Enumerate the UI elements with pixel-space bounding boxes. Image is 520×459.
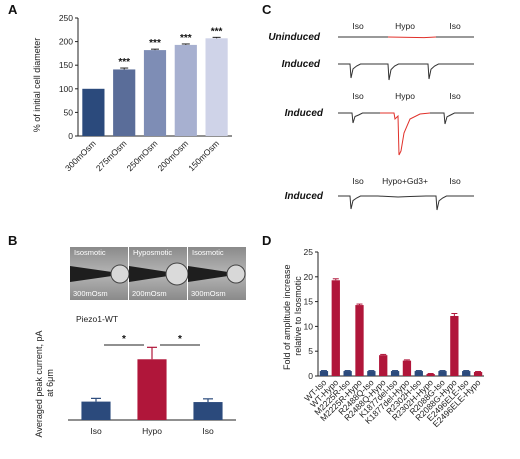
chart-d-ylabel-line1: Fold of amplitude increase: [282, 264, 292, 370]
chart-a-bar-0: [82, 88, 105, 136]
chart-d-ytick-label-1: 5: [308, 346, 313, 356]
micrograph-2-osm: 200mOsm: [132, 289, 167, 298]
micrograph-3-osm: 300mOsm: [191, 289, 226, 298]
chart-a-ytick-label-5: 250: [59, 13, 73, 23]
trace-iso-3: [338, 195, 378, 210]
chart-a-significance-4: ***: [211, 26, 223, 37]
chart-b-bar-2: [193, 402, 223, 420]
trace-annotation-0-2: Iso: [449, 21, 461, 31]
chart-b-ylabel-line1: Averaged peak current, pA: [34, 331, 44, 438]
chart-d-ytick-label-0: 0: [308, 371, 313, 381]
trace-annotation-3-1: Hypo+Gd3+: [382, 176, 428, 186]
chart-d-ylabel: Fold of amplitude increase relative to I…: [282, 262, 303, 370]
chart-b-xtick-label-1: Hypo: [142, 426, 162, 436]
chart-d-bar-6: [390, 371, 400, 376]
chart-d-bar-11: [450, 315, 459, 376]
panel-letter-b: B: [8, 233, 17, 248]
chart-d-bar-5: [379, 355, 388, 376]
chart-b-title: Piezo1-WT: [76, 314, 118, 324]
chart-a-significance-2: ***: [149, 38, 161, 49]
micrograph-2-title: Hyposmotic: [133, 248, 172, 257]
chart-b: Iso Hypo Iso * *: [68, 334, 236, 436]
chart-a-bar-1: [113, 69, 136, 136]
chart-b-xtick-label-0: Iso: [90, 426, 102, 436]
chart-b-ylabel-line2: at 6μm: [45, 369, 55, 397]
chart-d-bar-0: [319, 371, 329, 376]
micrograph-3: [188, 247, 246, 300]
chart-d-bar-4: [367, 371, 376, 376]
chart-a-ytick-label-3: 150: [59, 60, 73, 70]
micrograph-3-title: Isosmotic: [192, 248, 224, 257]
chart-b-sig-label-1: *: [178, 334, 182, 345]
chart-a-xtick-label-3: 200mOsm: [155, 138, 190, 173]
trace-hypo-3: [377, 195, 427, 198]
trace-annotation-0-0: Iso: [352, 21, 364, 31]
micrograph-1-osm: 300mOsm: [73, 289, 108, 298]
trace-annotation-3-0: Iso: [352, 176, 364, 186]
panel-letter-a: A: [8, 2, 18, 17]
traces-c: Uninduced Iso Hypo Iso Induced Induced Iso Hypo…: [268, 21, 474, 211]
chart-d-bar-7: [402, 360, 412, 376]
chart-a: 0 50 100 150 200 250 300mOsm *** 275mOsm *** 250mO…: [59, 13, 232, 173]
chart-a-ytick-label-0: 0: [68, 131, 73, 141]
chart-d-bar-9: [426, 374, 435, 376]
chart-b-bar-0: [81, 401, 111, 420]
trace-row-label-0: Uninduced: [268, 32, 321, 43]
chart-a-xtick-label-1: 275mOsm: [94, 138, 129, 173]
chart-b-xtick-label-2: Iso: [202, 426, 214, 436]
micrograph-1-title: Isosmotic: [74, 248, 106, 257]
trace-hypo-2: [380, 112, 431, 156]
micrograph-2: [129, 247, 189, 300]
panel-letter-c: C: [262, 2, 272, 17]
trace-annotation-2-1: Hypo: [395, 91, 415, 101]
trace-row-label-2: Induced: [285, 108, 324, 119]
trace-annotation-3-2: Iso: [449, 176, 461, 186]
chart-d-ytick-label-2: 10: [304, 321, 314, 331]
chart-a-ytick-label-2: 100: [59, 84, 73, 94]
trace-row-label-1: Induced: [282, 59, 321, 70]
chart-a-bar-3: [174, 44, 197, 136]
chart-a-significance-3: ***: [180, 33, 192, 44]
chart-a-xtick-label-0: 300mOsm: [63, 138, 98, 173]
trace-hypo-0: [387, 36, 437, 39]
chart-d-bar-8: [414, 371, 423, 376]
chart-d-ytick-label-3: 15: [304, 297, 314, 307]
trace-annotation-2-2: Iso: [449, 91, 461, 101]
trace-annotation-2-0: Iso: [352, 91, 364, 101]
chart-d-ytick-label-4: 20: [304, 272, 314, 282]
chart-a-xtick-label-4: 150mOsm: [186, 138, 221, 173]
chart-a-bar-2: [143, 50, 167, 136]
chart-a-bar-4: [205, 38, 228, 136]
chart-d-ytick-label-5: 25: [304, 247, 314, 257]
chart-d-bar-2: [343, 371, 352, 376]
chart-a-ytick-label-4: 200: [59, 37, 73, 47]
chart-b-sig-label-0: *: [122, 334, 126, 345]
panel-letter-d: D: [262, 233, 271, 248]
chart-a-ytick-label-1: 50: [64, 107, 74, 117]
trace-iso2-2: [430, 112, 474, 125]
chart-a-significance-1: ***: [118, 57, 130, 68]
trace-row-label-3: Induced: [285, 191, 324, 202]
chart-d-bar-1: [331, 280, 340, 376]
chart-b-ylabel: Averaged peak current, pA at 6μm: [34, 329, 55, 438]
chart-d-ylabel-line2: relative to Isosmotic: [293, 276, 303, 356]
micrograph-1: [70, 247, 130, 300]
chart-a-xtick-label-2: 250mOsm: [125, 138, 160, 173]
chart-d-bar-3: [355, 305, 364, 376]
chart-a-ylabel: % of initial cell diameter: [32, 38, 42, 133]
chart-d-bar-13: [473, 372, 483, 376]
trace-annotation-0-1: Hypo: [395, 21, 415, 31]
trace-iso2-3: [426, 195, 474, 211]
chart-d-bar-12: [462, 371, 471, 376]
trace-iso-1: [338, 63, 474, 81]
chart-d-bar-10: [438, 371, 447, 376]
chart-b-bar-1: [137, 359, 167, 420]
micrograph-strip: Isosmotic Hyposmotic Isosmotic 300mOsm 2…: [70, 247, 246, 300]
chart-d: 0510152025WT-IsoWT-HypoM2225R-IsoM2225R-…: [302, 247, 484, 429]
trace-iso-2: [338, 112, 380, 124]
